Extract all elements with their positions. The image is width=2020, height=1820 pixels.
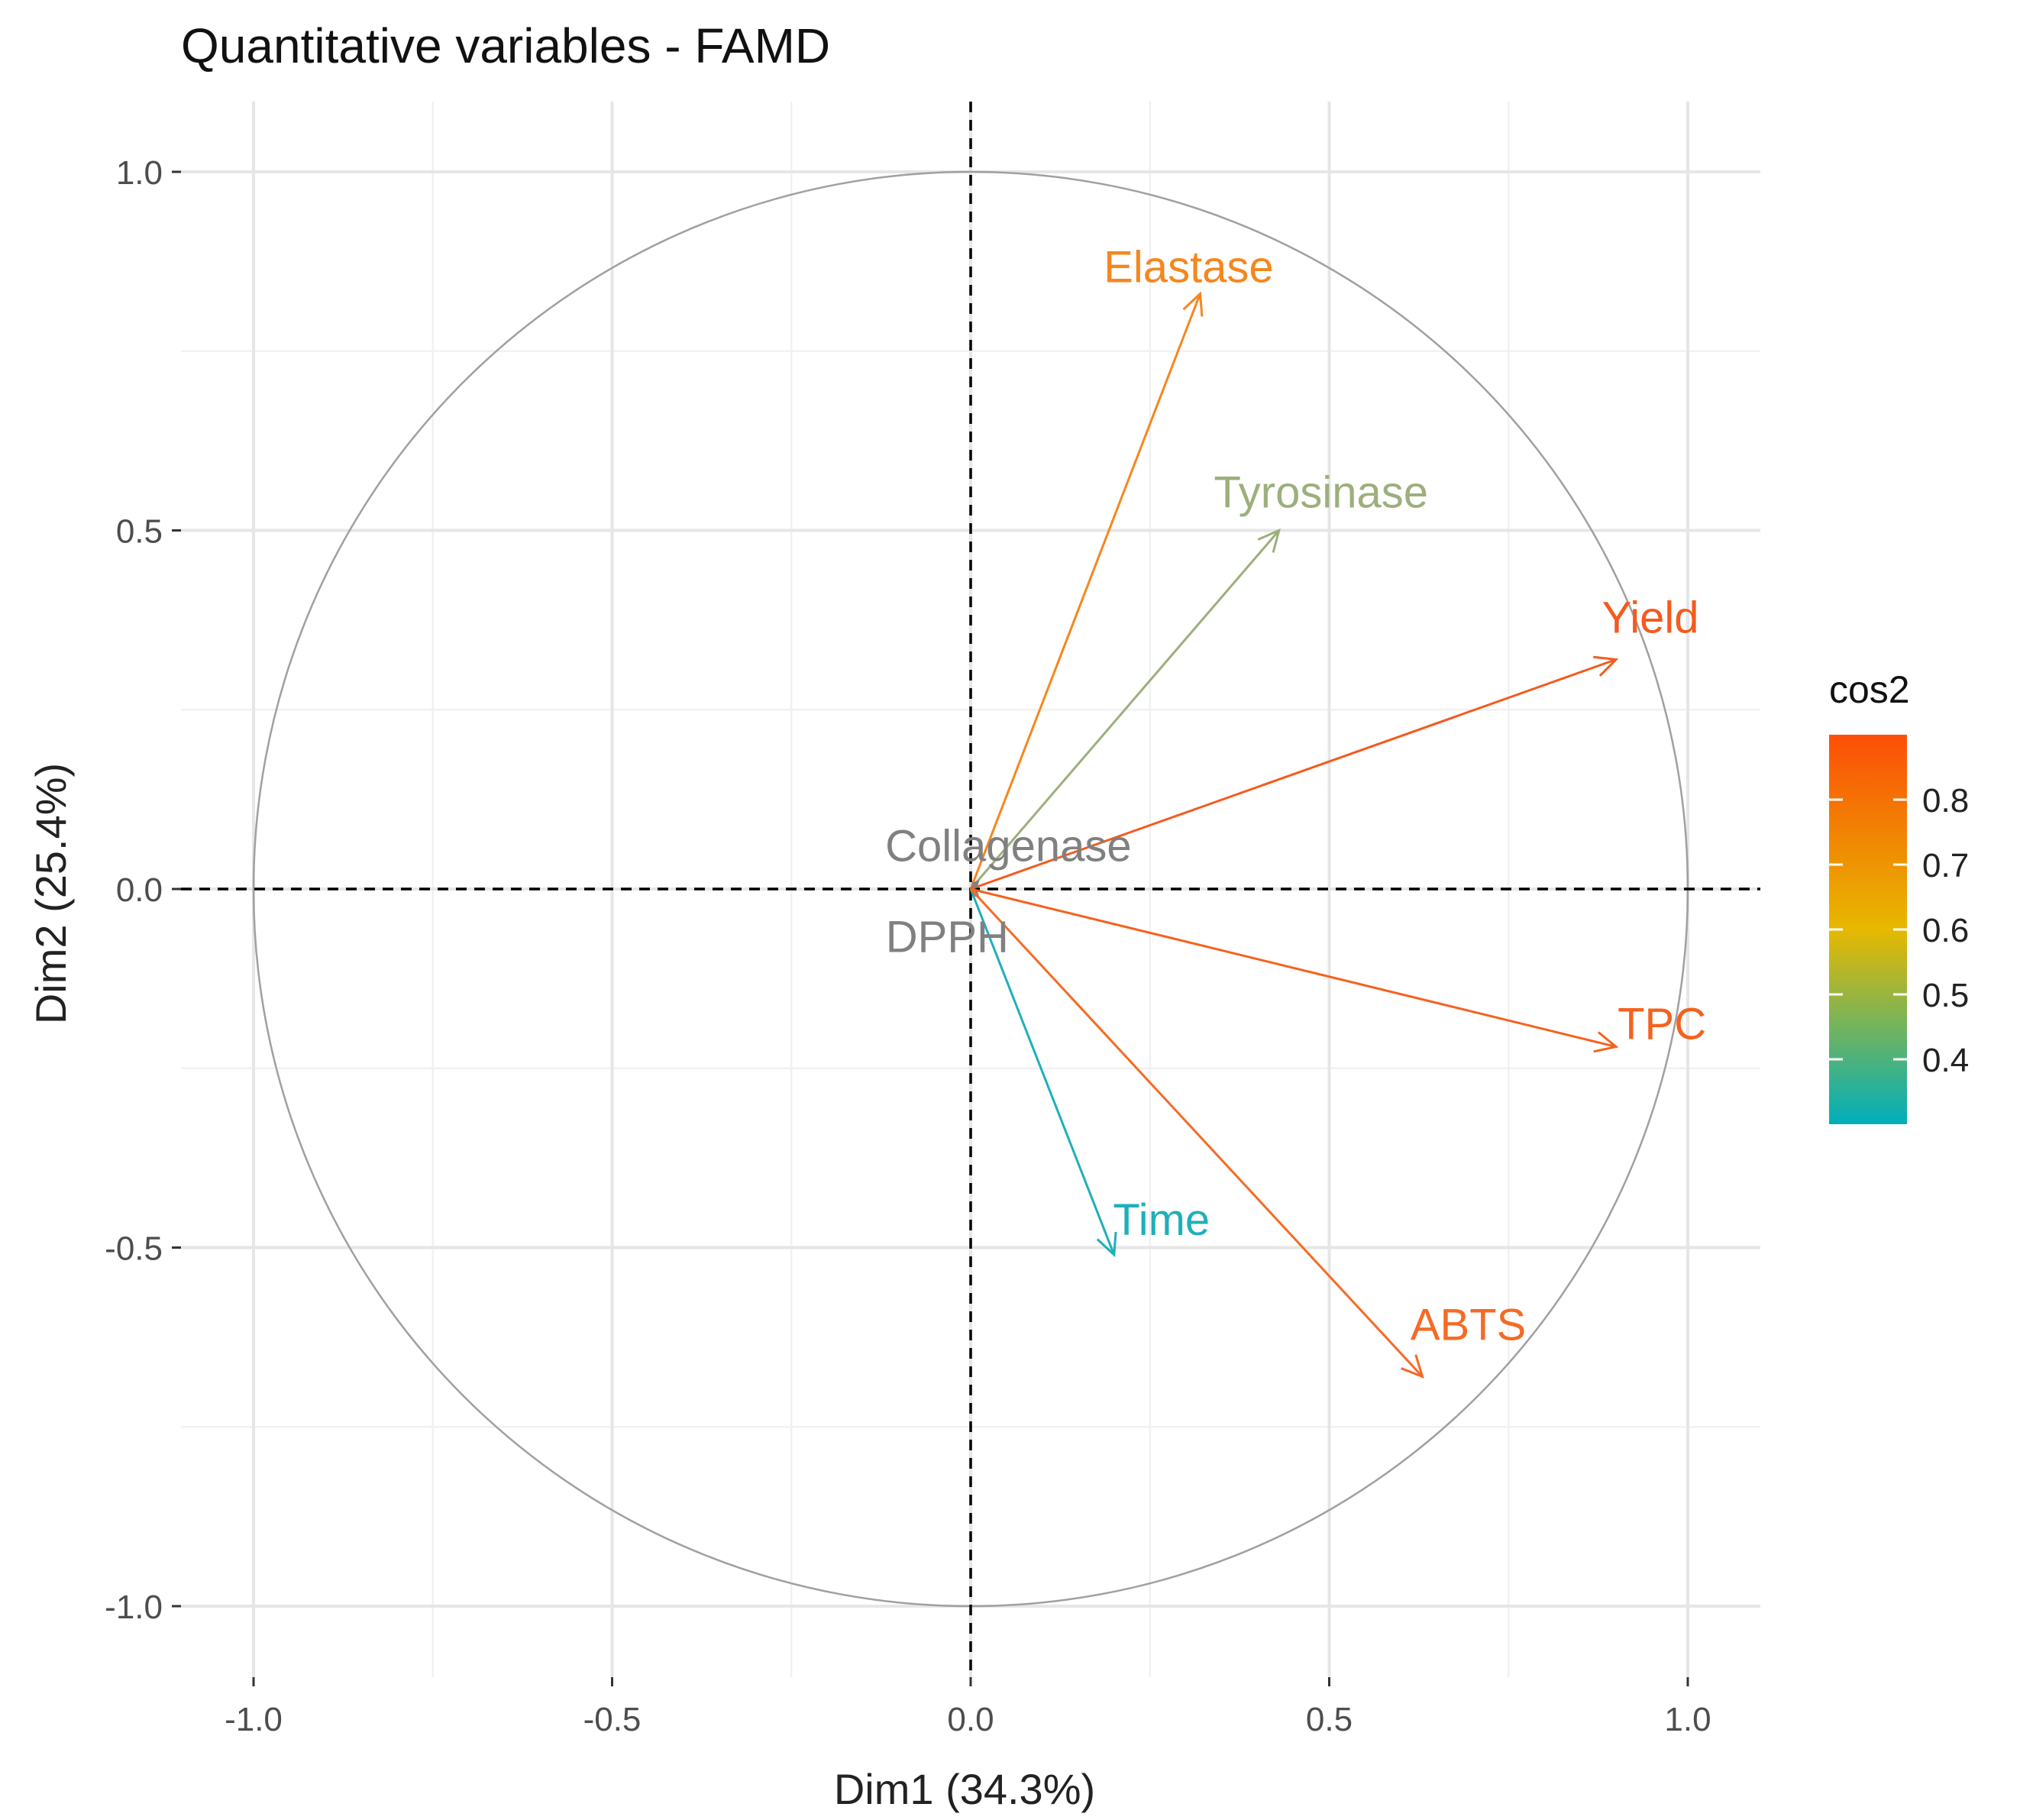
arrow-elastase bbox=[969, 291, 1204, 890]
arrow-head-tpc bbox=[1593, 1031, 1619, 1053]
arrow-tyrosinase bbox=[969, 528, 1281, 890]
arrow-shaft-abts bbox=[969, 887, 1424, 1378]
y-tick-label: 1.0 bbox=[116, 154, 163, 192]
label-tyrosinase: Tyrosinase bbox=[1214, 468, 1428, 518]
arrow-head-elastase bbox=[1182, 291, 1204, 317]
arrow-time bbox=[969, 888, 1117, 1258]
x-tick-label: 0.5 bbox=[1306, 1701, 1353, 1738]
label-tpc: TPC bbox=[1618, 1000, 1706, 1049]
arrow-head-collagenase bbox=[971, 880, 980, 888]
arrow-shaft-elastase bbox=[969, 293, 1201, 890]
chart-title: Quantitative variables - FAMD bbox=[181, 18, 830, 73]
legend-tick-label: 0.8 bbox=[1922, 782, 1969, 819]
arrow-shaft-time bbox=[969, 888, 1116, 1256]
legend-tick-label: 0.7 bbox=[1922, 847, 1969, 884]
x-tick-label: 0.0 bbox=[947, 1701, 994, 1738]
arrow-head-yield bbox=[1593, 655, 1619, 677]
legend-ticks: 0.8 0.7 0.6 0.5 0.4 bbox=[1829, 782, 1969, 1079]
variable-arrows bbox=[969, 291, 1619, 1379]
legend-title: cos2 bbox=[1829, 668, 1910, 711]
label-abts: ABTS bbox=[1411, 1301, 1527, 1350]
x-axis-title: Dim1 (34.3%) bbox=[834, 1765, 1095, 1813]
y-axis-title: Dim2 (25.4%) bbox=[27, 763, 75, 1024]
legend-tick-label: 0.6 bbox=[1922, 912, 1969, 949]
arrow-tpc bbox=[970, 887, 1619, 1053]
arrow-head-time bbox=[1096, 1231, 1117, 1258]
arrow-shaft-tpc bbox=[970, 887, 1617, 1049]
arrow-collagenase bbox=[969, 880, 980, 891]
label-elastase: Elastase bbox=[1104, 243, 1273, 293]
label-time: Time bbox=[1113, 1195, 1210, 1245]
label-collagenase: Collagenase bbox=[885, 822, 1131, 871]
y-tick-label: -1.0 bbox=[105, 1589, 163, 1626]
legend-tick-label: 0.5 bbox=[1922, 977, 1969, 1014]
axes: -1.0 -0.5 0.0 0.5 1.0 -1.0 -0.5 0.0 0.5 1.0 bbox=[105, 154, 1711, 1738]
legend-tick-label: 0.4 bbox=[1922, 1042, 1969, 1079]
variable-labels: Elastase Tyrosinase Yield Collagenase DPPH TP… bbox=[885, 243, 1706, 1350]
y-tick-label: 0.0 bbox=[116, 871, 163, 909]
cos2-legend: cos2 0.8 0.7 0.6 0.5 0.4 bbox=[1829, 668, 1969, 1124]
label-yield: Yield bbox=[1602, 593, 1699, 643]
y-tick-label: -0.5 bbox=[105, 1230, 163, 1268]
arrow-head-abts bbox=[1401, 1354, 1424, 1379]
x-tick-label: -1.0 bbox=[225, 1701, 283, 1738]
x-tick-label: -0.5 bbox=[583, 1701, 642, 1738]
x-tick-label: 1.0 bbox=[1664, 1701, 1711, 1738]
arrow-abts bbox=[969, 887, 1424, 1379]
arrow-head-tyrosinase bbox=[1257, 528, 1281, 553]
label-dpph: DPPH bbox=[886, 912, 1009, 962]
y-tick-label: 0.5 bbox=[116, 513, 163, 551]
arrow-yield bbox=[970, 655, 1619, 891]
arrow-shaft-tyrosinase bbox=[969, 529, 1280, 890]
arrow-shaft-yield bbox=[970, 658, 1617, 891]
